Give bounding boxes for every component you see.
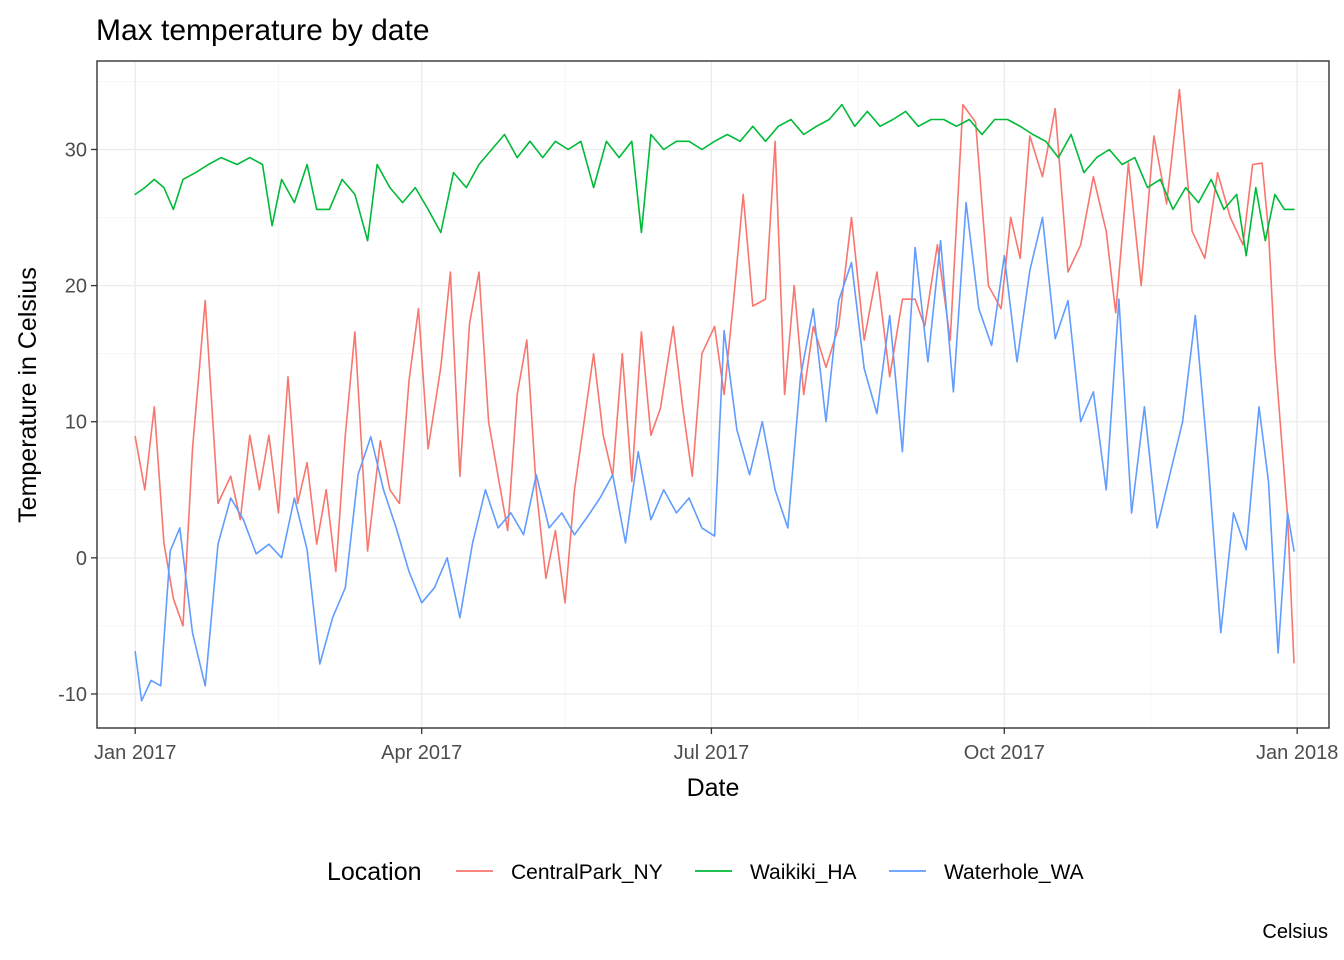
series-lines: [134, 88, 1295, 702]
x-tick-label: Jan 2017: [94, 742, 176, 764]
plot-panel-background: [97, 61, 1329, 728]
series-line-waikiki-ha: [134, 103, 1295, 257]
series-line-waterhole-wa: [134, 201, 1295, 702]
legend-label-waterhole-wa: Waterhole_WA: [944, 861, 1084, 884]
legend-items: CentralPark_NY Waikiki_HA Waterhole_WA: [456, 861, 1084, 884]
y-tick-label: 30: [65, 139, 87, 161]
y-tick-label: -10: [58, 684, 87, 706]
legend-label-waikiki-ha: Waikiki_HA: [750, 861, 857, 884]
y-tick-label: 10: [65, 412, 87, 434]
legend-title: Location: [327, 858, 422, 886]
series-line-centralpark-ny: [134, 88, 1295, 664]
x-axis-title: Date: [687, 774, 740, 802]
y-tick-label: 0: [76, 548, 87, 570]
y-axis: -10 0 10 20 30: [58, 139, 97, 706]
x-tick-label: Apr 2017: [381, 742, 462, 764]
x-tick-label: Jan 2018: [1256, 742, 1338, 764]
x-tick-label: Jul 2017: [674, 742, 750, 764]
gridlines: [97, 61, 1329, 728]
plot-panel-border: [96, 60, 1330, 729]
x-tick-label: Oct 2017: [964, 742, 1045, 764]
x-axis: Jan 2017 Apr 2017 Jul 2017 Oct 2017 Jan 2018: [94, 728, 1338, 764]
y-tick-label: 20: [65, 276, 87, 298]
chart-title: Max temperature by date: [96, 14, 430, 47]
legend-label-centralpark-ny: CentralPark_NY: [511, 861, 663, 884]
y-axis-title: Temperature in Celsius: [14, 267, 42, 523]
legend: Location CentralPark_NY Waikiki_HA Waterho…: [327, 858, 1084, 886]
chart-caption: Celsius: [1262, 921, 1328, 943]
